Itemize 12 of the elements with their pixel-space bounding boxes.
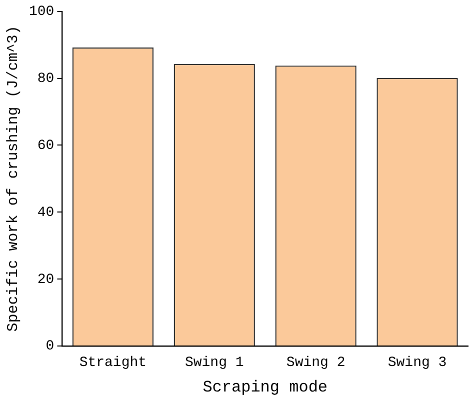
x-axis-title: Scraping mode	[202, 378, 328, 397]
x-tick-label: Straight	[79, 355, 147, 372]
y-tick-label: 80	[37, 71, 54, 88]
y-tick-label: 20	[37, 272, 54, 288]
x-tick-label: Swing 3	[388, 355, 447, 372]
y-tick-label: 60	[37, 138, 54, 154]
y-axis-title: Specific work of crushing (J/cm^3)	[4, 26, 22, 332]
x-tick-label: Swing 2	[286, 355, 346, 372]
y-tick-label: 100	[28, 4, 54, 20]
y-tick-label: 40	[37, 204, 54, 221]
y-tick-label: 0	[46, 338, 54, 355]
x-tick-label: Swing 1	[184, 355, 244, 372]
